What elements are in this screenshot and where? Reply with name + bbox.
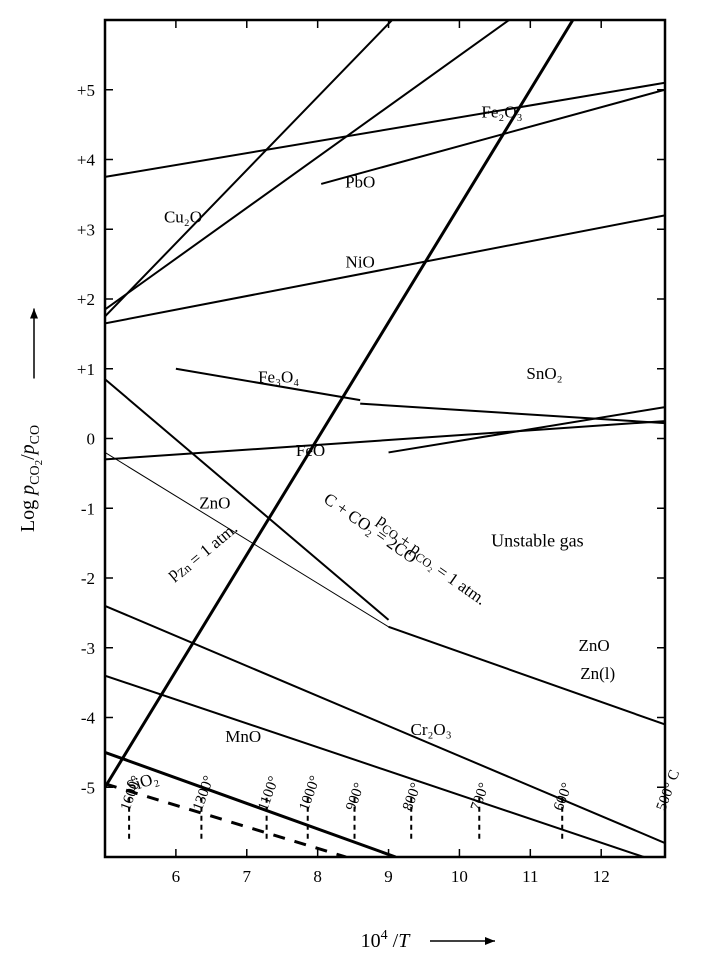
ytick-label: +3: [77, 220, 95, 239]
line-MnO: [105, 676, 644, 857]
temp-tick-label: 1100°: [255, 774, 282, 813]
label-PbO: PbO: [345, 172, 375, 191]
label-MnO: MnO: [225, 727, 261, 746]
xtick-label: 10: [451, 867, 468, 886]
label-Cr2O3: Cr₂O₃: [411, 720, 452, 739]
temp-tick-label: 900°: [343, 781, 368, 813]
line-Boudouard: [105, 20, 573, 787]
xtick-label: 11: [522, 867, 538, 886]
label-NiO: NiO: [346, 253, 375, 272]
ytick-label: -1: [81, 499, 95, 518]
ytick-label: +4: [77, 151, 96, 170]
line-Fe2O3: [105, 83, 665, 177]
xtick-label: 6: [172, 867, 181, 886]
temp-tick-label: 800°: [400, 781, 425, 813]
temp-tick-label: 1000°: [296, 774, 323, 813]
label-ZnO_ZnL: ZnO: [579, 636, 610, 655]
temp-tick-label: 700°: [468, 781, 493, 813]
chart-svg: -5-4-3-2-10+1+2+3+4+56789101112Fe₂O₃PbOC…: [0, 0, 701, 977]
xtick-label: 8: [313, 867, 322, 886]
line-SnO2: [360, 404, 665, 424]
xaxis-title: 104 /T: [361, 928, 412, 952]
label-Cu2O: Cu₂O: [164, 207, 202, 226]
ytick-label: -5: [81, 778, 95, 797]
temp-tick-label: 600°: [551, 781, 576, 813]
ytick-label: +2: [77, 290, 95, 309]
temp-tick-label: 1600°: [118, 774, 145, 813]
yaxis-title: Log pCO2/pCO: [17, 425, 45, 532]
ytick-label: +1: [77, 360, 95, 379]
line-PbO: [105, 20, 509, 309]
plot-frame: [105, 20, 665, 857]
label-pZn_1atm: pZn = 1 atm.: [163, 516, 241, 587]
xtick-label: 12: [593, 867, 610, 886]
ytick-label: +5: [77, 81, 95, 100]
line-pZn_1atm: [105, 452, 389, 626]
label-ZnO_upper: ZnO: [199, 493, 230, 512]
label-SnO2: SnO₂: [526, 364, 562, 383]
temp-tick-label: 1300°: [190, 774, 217, 813]
label-pCO_pCO2_1atm: pCO + pCO₂ = 1 atm.: [369, 510, 494, 609]
ytick-label: 0: [87, 430, 96, 449]
line-Cu2O: [105, 20, 392, 316]
diagram-container: { "plot": { "type": "line", "width": 701…: [0, 0, 701, 977]
ytick-label: -2: [81, 569, 95, 588]
xtick-label: 7: [243, 867, 252, 886]
line-NiO: [105, 215, 665, 323]
label-Fe3O4: Fe₃O₄: [258, 368, 299, 387]
annotation-unstable-gas: Unstable gas: [491, 531, 583, 551]
temp-tick-label: 500° C: [654, 768, 683, 813]
xtick-label: 9: [384, 867, 393, 886]
ytick-label: -4: [81, 709, 96, 728]
line-FeO: [105, 421, 665, 459]
ytick-label: -3: [81, 639, 95, 658]
line-ZnO_ZnL: [389, 627, 665, 725]
label-ZnL: Zn(l): [580, 664, 615, 683]
